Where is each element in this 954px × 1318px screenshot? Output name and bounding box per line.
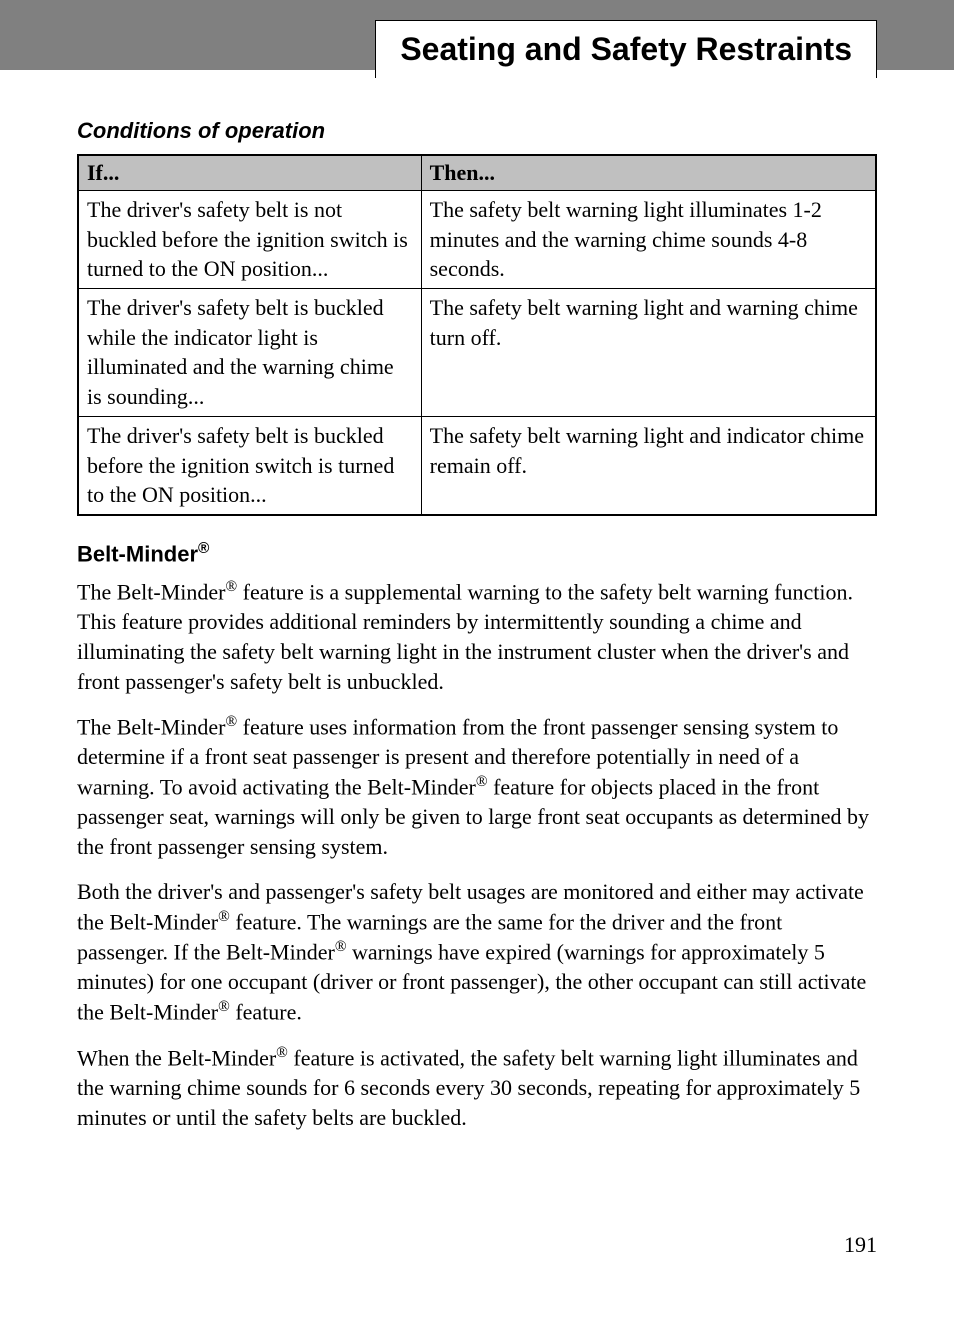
para-text: The Belt-Minder	[77, 715, 225, 740]
para-text: feature.	[230, 999, 302, 1024]
page-number: 191	[844, 1232, 877, 1258]
registered-icon: ®	[225, 713, 237, 730]
para-text: When the Belt-Minder	[77, 1045, 276, 1070]
table-cell-if: The driver's safety belt is not buckled …	[78, 191, 421, 289]
registered-icon: ®	[218, 998, 230, 1015]
registered-icon: ®	[225, 578, 237, 595]
header-bar: Seating and Safety Restraints	[0, 0, 954, 70]
section-heading: Conditions of operation	[77, 118, 877, 144]
table-row: The driver's safety belt is buckled whil…	[78, 289, 876, 417]
table-cell-then: The safety belt warning light illuminate…	[421, 191, 876, 289]
table-cell-then: The safety belt warning light and warnin…	[421, 289, 876, 417]
beltminder-para1: The Belt-Minder® feature is a supplement…	[77, 577, 877, 696]
registered-icon: ®	[335, 938, 347, 955]
beltminder-para3: Both the driver's and passenger's safety…	[77, 877, 877, 1026]
header-title-box: Seating and Safety Restraints	[375, 20, 877, 78]
beltminder-heading-text: Belt-Minder	[77, 541, 198, 566]
table-cell-then: The safety belt warning light and indica…	[421, 416, 876, 515]
conditions-table: If... Then... The driver's safety belt i…	[77, 154, 877, 516]
beltminder-heading: Belt-Minder®	[77, 540, 877, 567]
table-row: The driver's safety belt is buckled befo…	[78, 416, 876, 515]
registered-icon: ®	[198, 540, 209, 557]
table-cell-if: The driver's safety belt is buckled befo…	[78, 416, 421, 515]
registered-icon: ®	[476, 773, 488, 790]
content-area: Conditions of operation If... Then... Th…	[0, 70, 954, 1132]
table-header-then: Then...	[421, 155, 876, 191]
header-title: Seating and Safety Restraints	[400, 31, 852, 67]
table-header-if: If...	[78, 155, 421, 191]
registered-icon: ®	[218, 908, 230, 925]
table-row: The driver's safety belt is not buckled …	[78, 191, 876, 289]
registered-icon: ®	[276, 1044, 288, 1061]
beltminder-para2: The Belt-Minder® feature uses informatio…	[77, 712, 877, 861]
table-cell-if: The driver's safety belt is buckled whil…	[78, 289, 421, 417]
beltminder-para4: When the Belt-Minder® feature is activat…	[77, 1043, 877, 1132]
para-text: The Belt-Minder	[77, 580, 225, 605]
